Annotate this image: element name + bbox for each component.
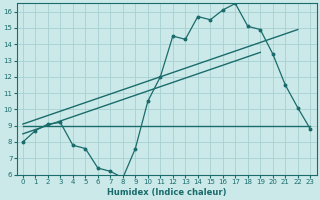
- X-axis label: Humidex (Indice chaleur): Humidex (Indice chaleur): [107, 188, 226, 197]
